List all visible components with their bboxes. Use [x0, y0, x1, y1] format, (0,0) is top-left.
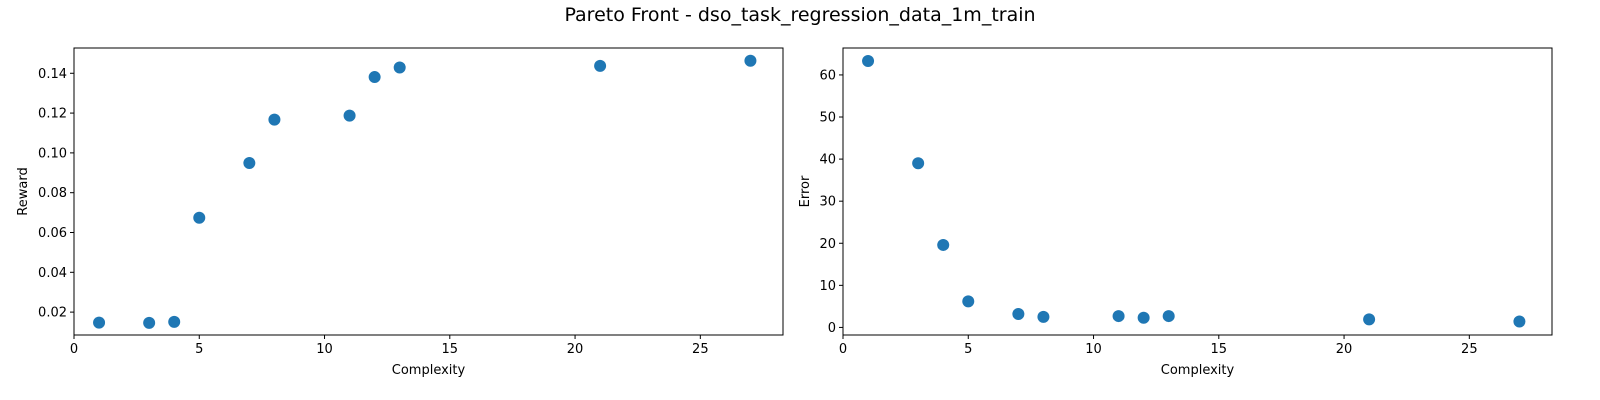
chart2-panel: 0 5 10 15 20 25 0 10 20 30 40 50 60 Complexity Error: [798, 47, 1553, 378]
chart2-x-tick-label: 5: [964, 342, 972, 357]
chart1-y-tick-label: 0.08: [38, 186, 67, 201]
chart2-point: [937, 238, 950, 251]
chart2-point: [1137, 311, 1150, 324]
chart1-y-tick-label: 0.12: [38, 107, 67, 122]
chart2-y-tick-label: 10: [819, 279, 836, 294]
chart2-point: [1363, 313, 1376, 326]
chart2-y-tick-label: 40: [819, 153, 836, 168]
chart1-x-tick-label: 10: [316, 342, 333, 357]
chart1-point: [343, 109, 356, 122]
chart1-x-tick-label: 15: [442, 342, 459, 357]
chart1-point: [168, 315, 181, 328]
chart2-point: [1012, 307, 1025, 320]
chart2-axes-frame: [842, 47, 1553, 336]
chart1-point: [268, 113, 281, 126]
chart1-x-axis-label: Complexity: [392, 363, 466, 378]
chart1-y-tick-label: 0.06: [38, 226, 67, 241]
chart1-point: [243, 157, 256, 170]
chart1-point: [594, 59, 607, 72]
chart1-x-tick-label: 0: [70, 342, 78, 357]
chart2-y-tick-label: 30: [819, 195, 836, 210]
chart1-y-tick-label: 0.10: [38, 146, 67, 161]
chart2-point: [912, 157, 925, 170]
chart2-y-tick-label: 60: [819, 68, 836, 83]
figure-title: Pareto Front - dso_task_regression_data_…: [564, 4, 1036, 26]
chart2-y-tick-label: 20: [819, 237, 836, 252]
chart2-point: [1112, 310, 1125, 323]
chart2-x-tick-label: 10: [1085, 342, 1102, 357]
chart1-y-axis-label: Reward: [16, 167, 31, 215]
chart2-x-tick-label: 15: [1211, 342, 1228, 357]
chart2-x-tick-label: 25: [1461, 342, 1478, 357]
chart1-y-tick-label: 0.04: [38, 266, 67, 281]
chart1-panel: 0 5 10 15 20 25 0.02 0.04 0.06 0.08 0.10 0.12 0.14 Co…: [16, 47, 784, 378]
chart2-x-axis-label: Complexity: [1161, 363, 1235, 378]
chart1-point: [93, 316, 106, 329]
chart1-x-tick-label: 5: [195, 342, 203, 357]
chart1-y-tick-label: 0.02: [38, 306, 67, 321]
chart2-point: [1162, 310, 1175, 323]
chart1-point: [368, 71, 381, 84]
chart2-y-axis-label: Error: [798, 175, 813, 207]
chart1-axes-frame: [73, 47, 784, 336]
chart1-y-tick-label: 0.14: [38, 67, 67, 82]
chart2-point: [1513, 315, 1526, 328]
chart2-point: [962, 295, 975, 308]
chart1-point: [744, 54, 757, 67]
chart2-point: [1037, 310, 1050, 323]
chart1-x-tick-label: 25: [692, 342, 709, 357]
chart1-x-tick-label: 20: [567, 342, 584, 357]
chart1-point: [193, 211, 206, 224]
chart2-point: [862, 55, 875, 68]
chart2-y-tick-label: 50: [819, 111, 836, 126]
chart1-point: [143, 316, 156, 329]
chart1-point: [393, 61, 406, 74]
chart2-x-tick-label: 20: [1336, 342, 1353, 357]
chart2-y-tick-label: 0: [828, 321, 836, 336]
chart2-x-tick-label: 0: [839, 342, 847, 357]
